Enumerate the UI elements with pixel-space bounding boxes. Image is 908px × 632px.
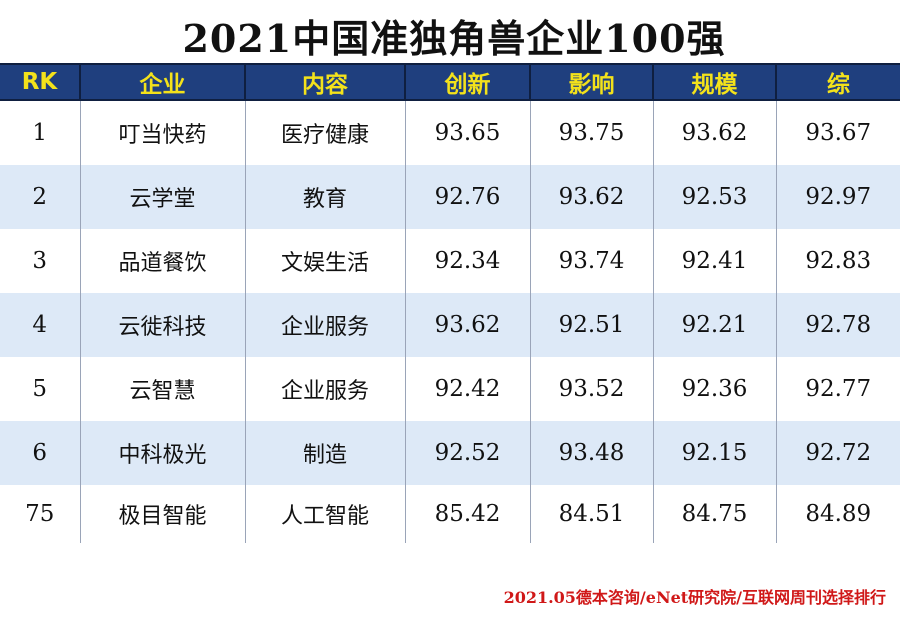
cell-rk: 2	[0, 165, 81, 229]
cell-scale: 93.62	[653, 100, 777, 165]
cell-overall: 92.97	[776, 165, 900, 229]
header-content: 内容	[245, 64, 406, 100]
cell-overall: 92.78	[776, 293, 900, 357]
table-row: 4 云徙科技 企业服务 93.62 92.51 92.21 92.78	[0, 293, 900, 357]
table-row: 6 中科极光 制造 92.52 93.48 92.15 92.72	[0, 421, 900, 485]
cell-innovation: 92.42	[405, 357, 531, 421]
cell-overall: 92.72	[776, 421, 900, 485]
page-title: 2021中国准独角兽企业100强	[182, 16, 726, 61]
table-row: 2 云学堂 教育 92.76 93.62 92.53 92.97	[0, 165, 900, 229]
table-row: 75 极目智能 人工智能 85.42 84.51 84.75 84.89	[0, 485, 900, 543]
cell-company: 云学堂	[80, 165, 246, 229]
cell-content: 企业服务	[245, 357, 406, 421]
cell-company: 品道餐饮	[80, 229, 246, 293]
cell-content: 制造	[245, 421, 406, 485]
table-row: 3 品道餐饮 文娱生活 92.34 93.74 92.41 92.83	[0, 229, 900, 293]
cell-rk: 4	[0, 293, 81, 357]
cell-innovation: 92.52	[405, 421, 531, 485]
header-overall: 综	[776, 64, 900, 100]
source-note: 2021.05德本咨询/eNet研究院/互联网周刊选择排行	[503, 588, 886, 607]
cell-company: 中科极光	[80, 421, 246, 485]
header-company: 企业	[80, 64, 246, 100]
cell-company: 叮当快药	[80, 100, 246, 165]
cell-scale: 84.75	[653, 485, 777, 543]
cell-overall: 84.89	[776, 485, 900, 543]
header-rk: RK	[0, 64, 81, 100]
cell-scale: 92.53	[653, 165, 777, 229]
cell-rk: 6	[0, 421, 81, 485]
cell-rk: 3	[0, 229, 81, 293]
ranking-table: RK 企业 内容 创新 影响 规模 综 1 叮当快药 医疗健康 93.65 93…	[0, 63, 900, 543]
cell-scale: 92.41	[653, 229, 777, 293]
cell-innovation: 93.65	[405, 100, 531, 165]
cell-influence: 84.51	[530, 485, 654, 543]
cell-rk: 1	[0, 100, 81, 165]
cell-overall: 93.67	[776, 100, 900, 165]
cell-influence: 93.62	[530, 165, 654, 229]
cell-innovation: 92.34	[405, 229, 531, 293]
cell-content: 教育	[245, 165, 406, 229]
cell-scale: 92.36	[653, 357, 777, 421]
cell-overall: 92.83	[776, 229, 900, 293]
cell-content: 文娱生活	[245, 229, 406, 293]
cell-influence: 93.74	[530, 229, 654, 293]
table-header-row: RK 企业 内容 创新 影响 规模 综	[0, 64, 900, 100]
table-row: 1 叮当快药 医疗健康 93.65 93.75 93.62 93.67	[0, 100, 900, 165]
header-influence: 影响	[530, 64, 654, 100]
header-scale: 规模	[653, 64, 777, 100]
cell-influence: 93.75	[530, 100, 654, 165]
cell-overall: 92.77	[776, 357, 900, 421]
cell-scale: 92.21	[653, 293, 777, 357]
cell-innovation: 92.76	[405, 165, 531, 229]
header-innovation: 创新	[405, 64, 531, 100]
cell-scale: 92.15	[653, 421, 777, 485]
cell-innovation: 93.62	[405, 293, 531, 357]
cell-company: 云智慧	[80, 357, 246, 421]
cell-rk: 75	[0, 485, 81, 543]
cell-content: 人工智能	[245, 485, 406, 543]
table-row: 5 云智慧 企业服务 92.42 93.52 92.36 92.77	[0, 357, 900, 421]
cell-company: 云徙科技	[80, 293, 246, 357]
cell-innovation: 85.42	[405, 485, 531, 543]
cell-influence: 93.48	[530, 421, 654, 485]
cell-influence: 92.51	[530, 293, 654, 357]
cell-influence: 93.52	[530, 357, 654, 421]
cell-content: 医疗健康	[245, 100, 406, 165]
cell-company: 极目智能	[80, 485, 246, 543]
cell-rk: 5	[0, 357, 81, 421]
cell-content: 企业服务	[245, 293, 406, 357]
